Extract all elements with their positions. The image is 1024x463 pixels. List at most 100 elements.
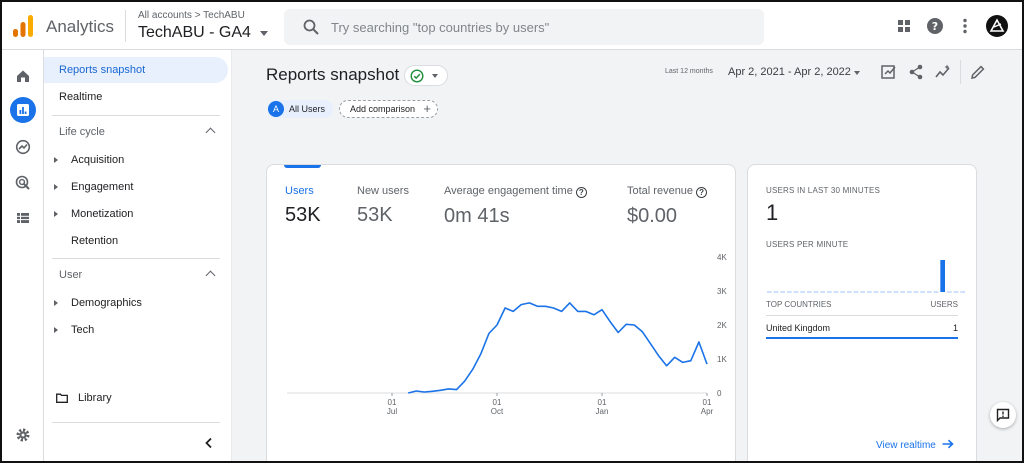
expand-arrow-icon[interactable]	[54, 184, 58, 190]
nav-library[interactable]: Library	[44, 387, 228, 409]
date-range-prefix[interactable]: Last 12 months	[665, 68, 713, 75]
x-tick-day-label: 01	[598, 398, 607, 407]
x-tick-month-label: Oct	[491, 407, 504, 416]
x-tick-month-label: Jan	[596, 407, 609, 416]
expand-arrow-icon[interactable]	[54, 300, 58, 306]
nav-label: Reports snapshot	[59, 64, 146, 76]
feedback-icon	[996, 408, 1010, 422]
metric-value: $0.00	[627, 205, 678, 227]
comparison-label: All Users	[289, 104, 326, 114]
date-range-picker[interactable]: Apr 2, 2021 - Apr 2, 2022	[728, 66, 851, 78]
nav-item-tech[interactable]: Tech	[44, 317, 228, 343]
advertising-icon	[15, 175, 30, 190]
nav-label: Realtime	[59, 91, 103, 103]
nav-label: Engagement	[71, 181, 134, 193]
analytics-logo-icon[interactable]	[12, 14, 34, 38]
realtime-card: USERS IN LAST 30 MINUTES 1 USERS PER MIN…	[747, 164, 977, 461]
y-tick-label: 4K	[717, 253, 727, 262]
collapse-nav-icon[interactable]	[202, 436, 216, 450]
view-realtime-label: View realtime	[876, 440, 936, 451]
users-per-minute-chart[interactable]	[766, 253, 966, 293]
nav-realtime[interactable]: Realtime	[44, 84, 228, 110]
x-tick-day-label: 01	[703, 398, 712, 407]
chevron-down-icon[interactable]	[260, 31, 268, 36]
metric-value: 53K	[357, 204, 393, 226]
metric-engagement-time[interactable]: Average engagement time? 0m 41s	[444, 185, 587, 228]
comparison-chip[interactable]: A All Users	[267, 100, 334, 118]
metric-new-users[interactable]: New users 53K	[357, 185, 409, 227]
users-series-line[interactable]	[408, 302, 708, 394]
nav-label: Tech	[71, 324, 95, 336]
nav-label: Retention	[71, 235, 119, 247]
chevron-down-icon[interactable]	[854, 71, 860, 75]
view-realtime-link[interactable]: View realtime	[876, 439, 954, 451]
feedback-button[interactable]	[990, 402, 1016, 428]
reports-icon	[17, 104, 29, 116]
apps-icon[interactable]	[894, 16, 914, 36]
report-status-dropdown[interactable]	[404, 65, 448, 86]
nav-item-demographics[interactable]: Demographics	[44, 290, 228, 316]
country-users-cell: 1	[952, 323, 958, 333]
add-comparison-button[interactable]: Add comparison +	[339, 100, 438, 118]
y-tick-label: 3K	[717, 287, 727, 296]
help-icon[interactable]: ?	[575, 187, 587, 198]
nav-divider	[52, 422, 220, 423]
help-icon[interactable]: ?	[696, 187, 708, 198]
property-selector[interactable]: TechABU - GA4	[138, 24, 251, 41]
advertising-button[interactable]	[10, 170, 36, 196]
x-tick-month-label: Apr	[701, 407, 714, 416]
y-tick-label: 1K	[717, 355, 727, 364]
nav-divider	[52, 115, 220, 116]
nav-item-acquisition[interactable]: Acquisition	[44, 147, 228, 173]
nav-item-engagement[interactable]: Engagement	[44, 174, 228, 200]
avatar[interactable]	[986, 15, 1008, 37]
reports-button[interactable]	[10, 97, 36, 123]
edit-icon[interactable]	[969, 63, 987, 81]
reports-nav: Reports snapshot Realtime Life cycle Acq…	[44, 50, 232, 461]
arrow-right-icon	[942, 439, 954, 449]
realtime-users-value: 1	[766, 200, 779, 225]
nav-label: Acquisition	[71, 154, 125, 166]
nav-section-user[interactable]: User	[44, 264, 228, 286]
share-icon[interactable]	[907, 63, 925, 81]
users-column-header: USERS	[930, 300, 958, 309]
admin-gear-icon	[16, 428, 30, 442]
explore-button[interactable]	[10, 134, 36, 160]
metric-label: Users	[285, 185, 314, 197]
breadcrumb[interactable]: All accounts > TechABU	[138, 10, 245, 21]
configure-button[interactable]	[10, 205, 36, 231]
section-label: User	[59, 269, 83, 281]
explore-icon	[15, 139, 31, 155]
nav-item-retention[interactable]: Retention	[44, 228, 228, 254]
x-tick-day-label: 01	[388, 398, 397, 407]
home-button[interactable]	[10, 63, 36, 89]
svg-text:?: ?	[932, 20, 938, 33]
metric-users[interactable]: Users 53K	[285, 185, 321, 227]
nav-section-lifecycle[interactable]: Life cycle	[44, 121, 228, 143]
help-icon[interactable]: ?	[925, 16, 945, 36]
more-vert-icon[interactable]	[955, 16, 975, 36]
country-cell[interactable]: United Kingdom	[766, 323, 831, 333]
search-input[interactable]: Try searching "top countries by users"	[331, 20, 550, 35]
expand-arrow-icon[interactable]	[54, 327, 58, 333]
expand-arrow-icon[interactable]	[54, 211, 58, 217]
chevron-up-icon[interactable]	[205, 270, 216, 281]
metric-label-row: Total revenue?	[627, 185, 708, 198]
metric-total-revenue[interactable]: Total revenue? $0.00	[627, 185, 708, 228]
section-label: Life cycle	[59, 126, 105, 138]
expand-arrow-icon[interactable]	[54, 157, 58, 163]
divider	[125, 10, 126, 42]
insights-icon[interactable]	[934, 63, 952, 81]
configure-icon	[17, 213, 29, 223]
chevron-up-icon[interactable]	[205, 127, 216, 138]
search-bar[interactable]: Try searching "top countries by users"	[284, 9, 764, 45]
per-minute-bar[interactable]	[940, 260, 945, 292]
nav-reports-snapshot[interactable]: Reports snapshot	[44, 57, 228, 83]
customize-report-icon[interactable]	[880, 63, 898, 81]
search-icon	[303, 19, 319, 35]
nav-label: Monetization	[71, 208, 134, 220]
admin-button[interactable]	[10, 422, 36, 448]
nav-item-monetization[interactable]: Monetization	[44, 201, 228, 227]
